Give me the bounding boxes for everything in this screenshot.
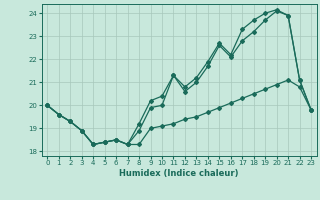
X-axis label: Humidex (Indice chaleur): Humidex (Indice chaleur) (119, 169, 239, 178)
